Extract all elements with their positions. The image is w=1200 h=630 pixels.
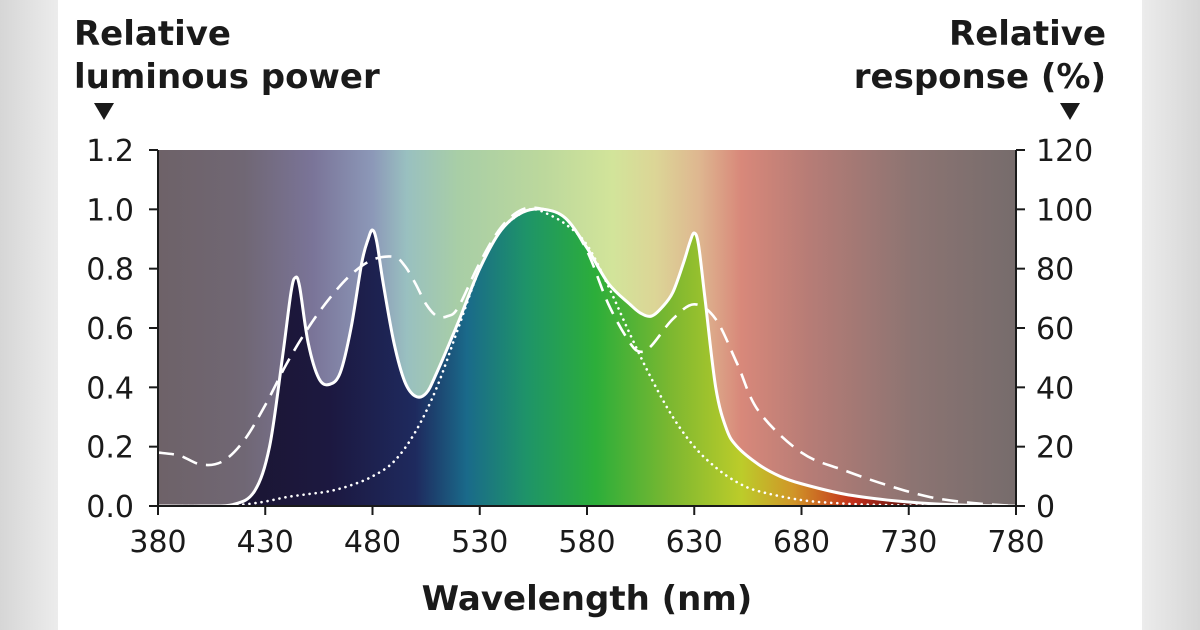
y-right-tick-label: 40 (1036, 371, 1074, 406)
x-tick-label: 380 (129, 525, 186, 560)
y-left-tick-label: 0.0 (86, 490, 134, 525)
y-left-tick-label: 0.2 (86, 431, 134, 466)
y-left-tick-label: 0.8 (86, 253, 134, 288)
x-tick-label: 630 (666, 525, 723, 560)
left-axis-title-line1: Relative (74, 14, 231, 54)
y-right-tick-label: 20 (1036, 431, 1074, 466)
y-right-tick-label: 120 (1036, 134, 1093, 169)
y-left-tick-label: 1.0 (86, 193, 134, 228)
right-axis-title-line1: Relative (949, 14, 1106, 54)
x-tick-label: 480 (344, 525, 401, 560)
left-axis-title-line2: luminous power (74, 57, 380, 97)
y-right-tick-label: 100 (1036, 193, 1093, 228)
x-tick-label: 430 (237, 525, 294, 560)
y-left-tick-label: 0.6 (86, 312, 134, 347)
right-axis-title-line2: response (%) (854, 57, 1106, 97)
y-right-tick-label: 0 (1036, 490, 1055, 525)
x-tick-label: 730 (880, 525, 937, 560)
y-left-tick-label: 1.2 (86, 134, 134, 169)
left-axis-title: Relative luminous power (74, 14, 380, 120)
curve-layer (158, 206, 1016, 506)
right-axis-title: Relative response (%) (854, 14, 1106, 120)
y-left-tick-label: 0.4 (86, 371, 134, 406)
tick-layer: 380 430 480 530 580 630 680 730 780 0.0 0.2 0.4 0.6 0… (86, 134, 1093, 560)
y-right-tick-label: 60 (1036, 312, 1074, 347)
x-axis-label: Wavelength (nm) (422, 579, 753, 619)
x-tick-label: 530 (451, 525, 508, 560)
y-right-tick-label: 80 (1036, 253, 1074, 288)
right-axis-arrow-icon (1060, 103, 1080, 120)
left-axis-arrow-icon (94, 103, 114, 120)
x-tick-label: 680 (773, 525, 830, 560)
x-tick-label: 780 (987, 525, 1044, 560)
series-line-dashed (158, 206, 1016, 506)
series-line-dotted (158, 208, 1016, 506)
x-tick-label: 580 (558, 525, 615, 560)
